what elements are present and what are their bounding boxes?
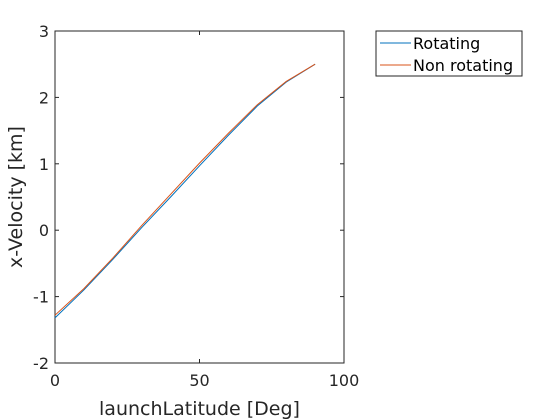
y-tick-label: 1 xyxy=(39,155,49,174)
x-tick-label: 50 xyxy=(189,371,209,390)
y-tick-label: -2 xyxy=(33,354,49,373)
y-tick-label: 0 xyxy=(39,221,49,240)
tick-layer: 0 50 100 -2 -1 0 1 2 3 xyxy=(33,22,359,390)
y-tick-label: 3 xyxy=(39,22,49,41)
x-tick-label: 0 xyxy=(50,371,60,390)
y-tick-label: 2 xyxy=(39,88,49,107)
legend-label-rotating: Rotating xyxy=(413,34,480,53)
y-tick-label: -1 xyxy=(33,288,49,307)
series-line-non-rotating xyxy=(54,63,316,316)
series-layer xyxy=(54,63,316,319)
legend-label-non-rotating: Non rotating xyxy=(413,56,513,75)
x-tick-label: 100 xyxy=(329,371,360,390)
legend: Rotating Non rotating xyxy=(375,30,523,77)
axes-box xyxy=(54,30,345,364)
y-axis-label: x-Velocity [km] xyxy=(5,126,27,268)
series-line-rotating xyxy=(54,63,316,319)
x-axis-label: launchLatitude [Deg] xyxy=(99,398,300,420)
plot-area: 0 50 100 -2 -1 0 1 2 3 xyxy=(33,22,359,390)
legend-box xyxy=(375,30,523,77)
